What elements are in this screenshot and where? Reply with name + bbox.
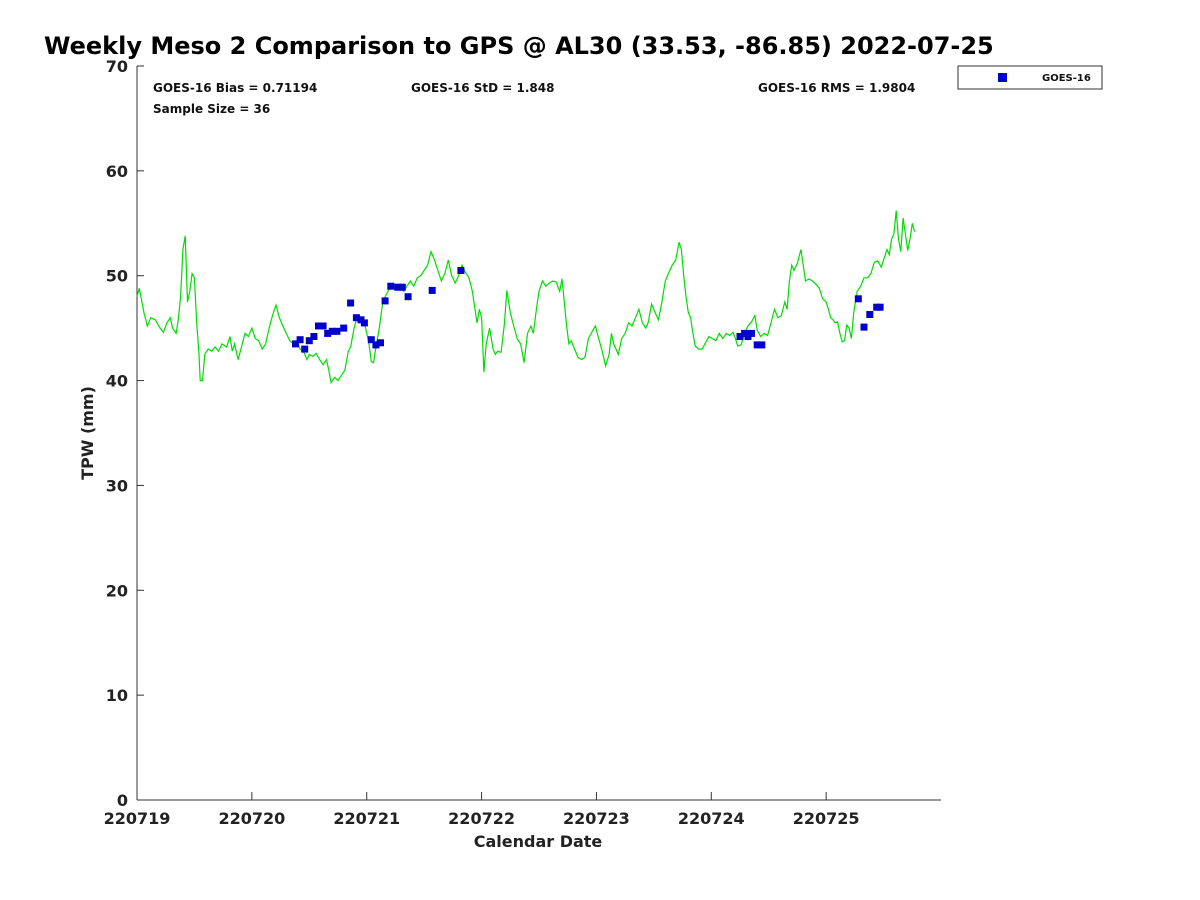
goes-16-point — [372, 341, 380, 349]
y-tick-label: 40 — [106, 372, 128, 391]
goes-16-point — [457, 267, 465, 274]
y-tick-label: 30 — [106, 476, 128, 495]
goes-16-point — [860, 323, 868, 331]
goes-16-point — [333, 327, 341, 335]
goes-16-point — [428, 286, 436, 294]
rms-stat: GOES-16 RMS = 1.9804 — [758, 81, 915, 95]
x-tick-label: 220720 — [218, 809, 285, 828]
goes-16-point — [854, 295, 862, 303]
bias-stat: GOES-16 Bias = 0.71194 — [153, 81, 317, 95]
goes-16-point — [367, 336, 375, 344]
x-tick-label: 220721 — [333, 809, 400, 828]
x-tick-label: 220724 — [678, 809, 745, 828]
y-tick-label: 0 — [117, 791, 128, 810]
goes-16-point — [866, 311, 874, 318]
goes-16-point — [292, 340, 299, 348]
goes-16-point — [748, 329, 755, 337]
goes-16-points — [292, 267, 884, 353]
legend-marker — [998, 73, 1007, 82]
y-tick-label: 20 — [106, 581, 128, 600]
goes-16-point — [328, 327, 336, 335]
y-tick-label: 70 — [106, 57, 128, 76]
legend: GOES-16 — [957, 65, 1103, 90]
goes-16-point — [305, 337, 313, 345]
goes-16-point — [324, 329, 332, 337]
legend-box — [957, 65, 1103, 90]
y-tick-label: 10 — [106, 686, 128, 705]
x-tick-label: 220722 — [448, 809, 515, 828]
goes-16-point — [296, 336, 304, 344]
y-tick-label: 60 — [106, 162, 128, 181]
x-tick-label: 220725 — [793, 809, 860, 828]
std-stat: GOES-16 StD = 1.848 — [411, 81, 554, 95]
goes-16-point — [381, 297, 389, 305]
x-axis-label: Calendar Date — [474, 832, 603, 851]
goes-16-point — [360, 319, 368, 327]
goes-16-point — [377, 339, 384, 347]
x-tick-label: 220723 — [563, 809, 630, 828]
series-line-gps — [136, 210, 916, 385]
x-tick-label: 220719 — [104, 809, 171, 828]
goes-16-point — [404, 293, 412, 301]
chart-title: Weekly Meso 2 Comparison to GPS @ AL30 (… — [44, 32, 994, 60]
goes-16-point — [736, 333, 744, 340]
goes-16-point — [398, 283, 406, 291]
x-axis-ticks: 220719 220720 220721 220722 220723 220724 2207… — [104, 792, 860, 828]
goes-16-point — [315, 322, 322, 330]
goes-16-point — [753, 341, 761, 349]
goes-16-point — [352, 314, 360, 322]
y-tick-label: 50 — [106, 267, 128, 286]
plot-area — [137, 66, 941, 800]
goes-16-point — [347, 299, 355, 307]
goes-16-point — [301, 345, 309, 353]
y-axis-label: TPW (mm) — [78, 386, 97, 480]
goes-16-point — [758, 341, 766, 349]
legend-label: GOES-16 — [1042, 73, 1091, 84]
y-axis-ticks: 0 10 20 30 40 50 60 70 — [106, 57, 144, 810]
goes-16-point — [394, 283, 402, 291]
goes-16-point — [340, 324, 348, 332]
goes-16-point — [876, 303, 884, 311]
goes-16-point — [319, 322, 327, 330]
goes-16-point — [387, 282, 395, 290]
sample-size-stat: Sample Size = 36 — [153, 102, 270, 116]
goes-16-point — [310, 333, 318, 340]
